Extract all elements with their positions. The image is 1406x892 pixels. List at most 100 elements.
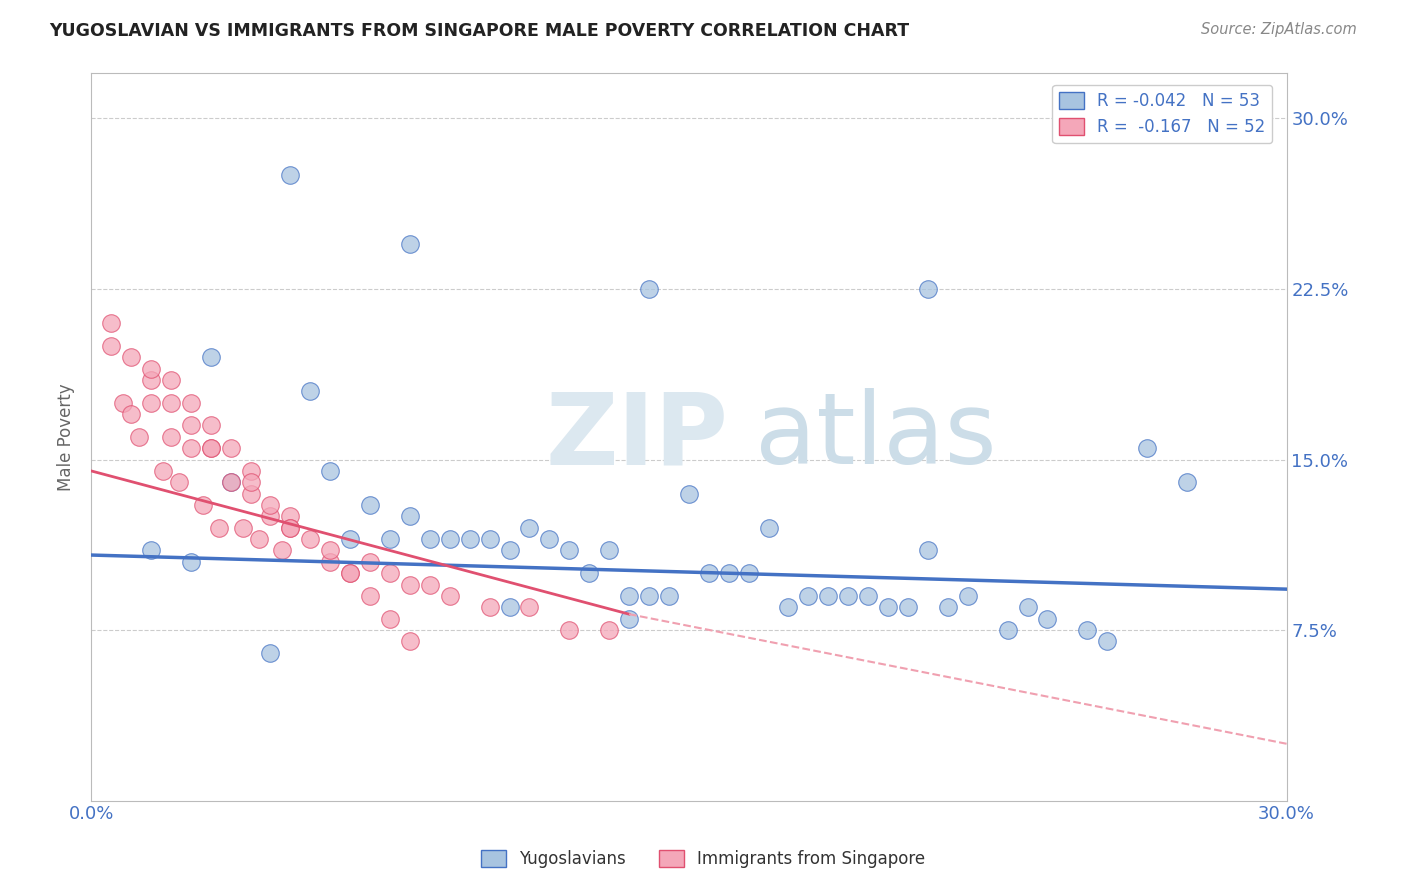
Point: [419, 532, 441, 546]
Point: [180, 418, 202, 433]
Point: [219, 475, 242, 490]
Point: [658, 589, 681, 603]
Point: [139, 361, 162, 376]
Point: [359, 498, 381, 512]
Point: [139, 543, 162, 558]
Point: [299, 532, 322, 546]
Point: [152, 464, 174, 478]
Point: [280, 509, 302, 524]
Point: [399, 634, 422, 648]
Point: [997, 623, 1019, 637]
Point: [339, 532, 361, 546]
Point: [239, 475, 262, 490]
Point: [378, 566, 401, 581]
Point: [180, 395, 202, 409]
Point: [598, 623, 620, 637]
Point: [897, 600, 920, 615]
Point: [200, 441, 222, 455]
Point: [558, 623, 581, 637]
Point: [678, 486, 700, 500]
Point: [200, 418, 222, 433]
Point: [1097, 634, 1119, 648]
Text: Source: ZipAtlas.com: Source: ZipAtlas.com: [1201, 22, 1357, 37]
Point: [359, 555, 381, 569]
Point: [638, 282, 661, 296]
Point: [139, 373, 162, 387]
Text: ZIP: ZIP: [546, 388, 728, 485]
Legend: Yugoslavians, Immigrants from Singapore: Yugoslavians, Immigrants from Singapore: [474, 843, 932, 875]
Point: [247, 532, 270, 546]
Point: [339, 566, 361, 581]
Point: [378, 612, 401, 626]
Point: [200, 350, 222, 364]
Point: [737, 566, 759, 581]
Point: [1076, 623, 1098, 637]
Point: [797, 589, 820, 603]
Point: [208, 521, 231, 535]
Point: [439, 589, 461, 603]
Point: [160, 395, 183, 409]
Point: [399, 577, 422, 591]
Point: [697, 566, 720, 581]
Point: [519, 521, 541, 535]
Point: [160, 430, 183, 444]
Point: [120, 407, 142, 421]
Point: [100, 316, 122, 330]
Point: [259, 646, 281, 660]
Point: [239, 486, 262, 500]
Point: [280, 521, 302, 535]
Point: [936, 600, 959, 615]
Point: [319, 464, 342, 478]
Point: [232, 521, 254, 535]
Point: [319, 555, 342, 569]
Point: [498, 600, 520, 615]
Point: [359, 589, 381, 603]
Text: YUGOSLAVIAN VS IMMIGRANTS FROM SINGAPORE MALE POVERTY CORRELATION CHART: YUGOSLAVIAN VS IMMIGRANTS FROM SINGAPORE…: [49, 22, 910, 40]
Point: [1036, 612, 1059, 626]
Point: [259, 509, 281, 524]
Point: [271, 543, 294, 558]
Point: [817, 589, 839, 603]
Point: [617, 612, 640, 626]
Point: [778, 600, 800, 615]
Point: [128, 430, 150, 444]
Point: [617, 589, 640, 603]
Point: [200, 441, 222, 455]
Point: [498, 543, 520, 558]
Point: [239, 464, 262, 478]
Point: [180, 555, 202, 569]
Point: [280, 521, 302, 535]
Point: [478, 600, 501, 615]
Point: [419, 577, 441, 591]
Point: [458, 532, 481, 546]
Point: [717, 566, 740, 581]
Point: [399, 509, 422, 524]
Point: [280, 169, 302, 183]
Point: [478, 532, 501, 546]
Point: [219, 475, 242, 490]
Legend: R = -0.042   N = 53, R =  -0.167   N = 52: R = -0.042 N = 53, R = -0.167 N = 52: [1052, 85, 1272, 143]
Point: [578, 566, 600, 581]
Point: [956, 589, 979, 603]
Point: [558, 543, 581, 558]
Point: [439, 532, 461, 546]
Point: [519, 600, 541, 615]
Point: [378, 532, 401, 546]
Point: [139, 395, 162, 409]
Point: [167, 475, 190, 490]
Point: [299, 384, 322, 399]
Y-axis label: Male Poverty: Male Poverty: [58, 383, 75, 491]
Text: atlas: atlas: [755, 388, 997, 485]
Point: [877, 600, 900, 615]
Point: [758, 521, 780, 535]
Point: [160, 373, 183, 387]
Point: [598, 543, 620, 558]
Point: [538, 532, 561, 546]
Point: [259, 498, 281, 512]
Point: [1017, 600, 1039, 615]
Point: [1175, 475, 1198, 490]
Point: [856, 589, 879, 603]
Point: [1136, 441, 1159, 455]
Point: [319, 543, 342, 558]
Point: [112, 395, 135, 409]
